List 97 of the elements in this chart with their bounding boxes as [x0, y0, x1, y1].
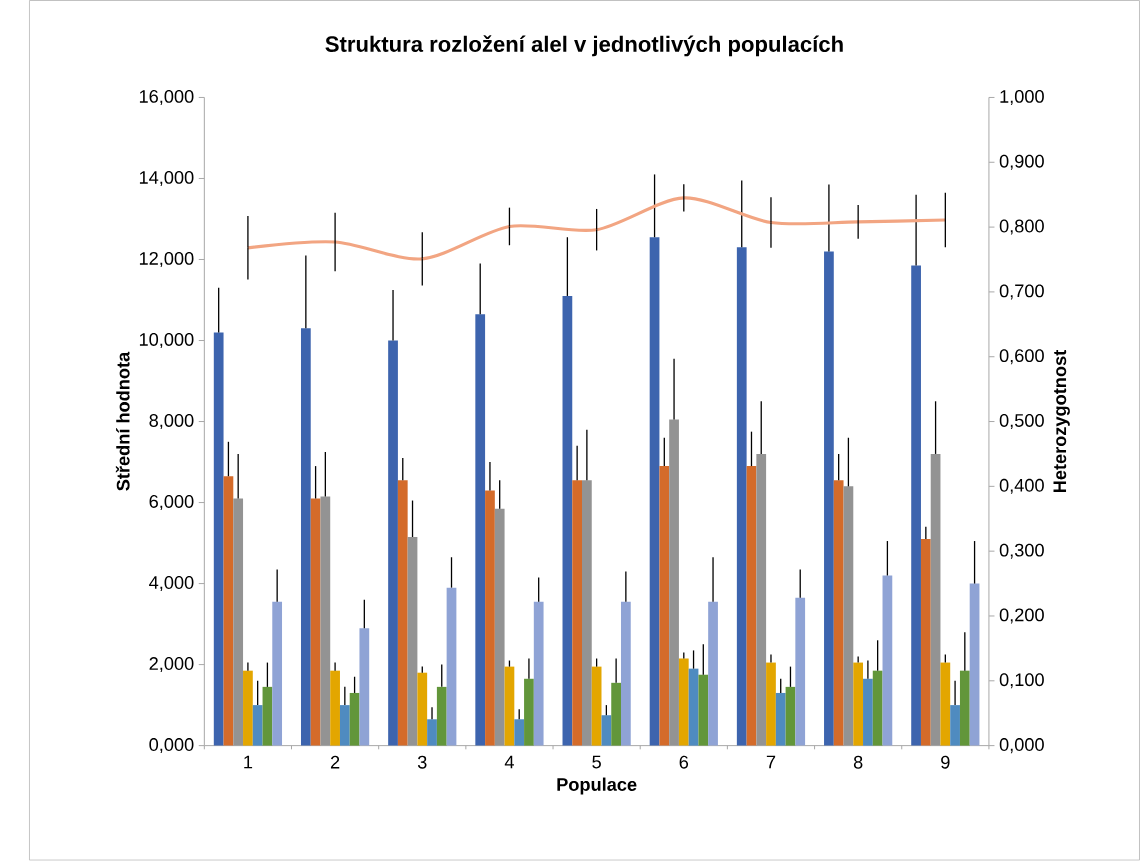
y-tick-label: 6,000	[149, 495, 194, 511]
bar	[407, 537, 418, 746]
y2-tick-label: 0,300	[999, 543, 1044, 559]
y-tick-label: 12,000	[139, 252, 194, 268]
bar	[243, 670, 253, 746]
x-tick-label: 4	[504, 755, 514, 769]
bar	[524, 678, 534, 746]
bar	[388, 340, 398, 746]
chart-title: Struktura rozložení alel v jednotlivých populacích	[325, 35, 843, 57]
bar	[950, 705, 960, 746]
bar	[252, 705, 263, 746]
bar	[969, 583, 980, 746]
bar	[882, 575, 893, 746]
bar	[427, 719, 437, 746]
bar	[659, 466, 670, 746]
y-tick-label: 8,000	[149, 414, 194, 430]
x-tick-label: 1	[244, 755, 253, 769]
bar	[601, 715, 612, 746]
bar	[611, 683, 621, 746]
y-tick-label: 16,000	[139, 90, 194, 106]
bar	[678, 658, 689, 746]
bar	[572, 480, 583, 746]
y-tick-label: 2,000	[149, 657, 194, 673]
bar	[649, 237, 660, 746]
bar	[485, 490, 495, 746]
y2-tick-label: 1,000	[1000, 90, 1044, 106]
bar	[824, 251, 834, 746]
bar	[795, 597, 806, 746]
y2-tick-label: 0,800	[999, 219, 1044, 235]
bar	[262, 687, 273, 746]
bar	[582, 480, 592, 746]
bar	[843, 486, 854, 746]
bar	[272, 601, 283, 746]
bar	[736, 247, 747, 746]
bar	[669, 419, 679, 746]
y2-tick-label: 0,200	[999, 608, 1044, 624]
bar	[320, 496, 331, 746]
bar	[436, 687, 447, 746]
bar	[330, 670, 340, 746]
bar	[620, 601, 631, 746]
y2-tick-label: 0,700	[999, 284, 1044, 300]
bar	[562, 296, 573, 746]
bar	[775, 693, 786, 746]
x-tick-label: 6	[679, 755, 689, 769]
bar	[417, 672, 428, 746]
bar	[494, 508, 505, 746]
bar	[591, 666, 602, 746]
y2-tick-label: 0,100	[999, 673, 1044, 689]
bar	[397, 480, 408, 746]
bar	[708, 601, 718, 746]
bar	[920, 539, 931, 746]
y2-tick-label: 0,600	[999, 349, 1044, 365]
y2-axis-title: Heterozygotnost	[1053, 350, 1070, 493]
bar	[853, 662, 864, 746]
bar	[213, 332, 224, 746]
x-tick-label: 3	[417, 755, 427, 769]
bar	[863, 678, 873, 746]
x-axis-title: Populace	[557, 777, 637, 795]
y-tick-label: 14,000	[139, 171, 194, 187]
y2-tick-label: 0,400	[999, 479, 1044, 495]
y-tick-label: 0,000	[149, 738, 194, 754]
y-tick-label: 10,000	[139, 333, 194, 349]
bar	[930, 454, 941, 746]
bar	[833, 480, 844, 746]
line-series	[246, 196, 947, 261]
bar	[339, 705, 350, 746]
bar	[300, 328, 311, 746]
bar	[698, 674, 709, 746]
x-tick-label: 5	[592, 755, 601, 769]
bar	[959, 670, 970, 746]
bar	[475, 314, 486, 746]
y2-tick-label: 0,000	[999, 738, 1044, 754]
bar	[785, 687, 796, 746]
x-tick-label: 9	[941, 755, 950, 769]
bar	[310, 498, 321, 746]
y2-tick-label: 0,500	[999, 414, 1044, 430]
bar	[514, 719, 525, 746]
bar	[911, 265, 921, 746]
bar	[359, 628, 370, 746]
bar	[746, 466, 757, 746]
x-tick-label: 8	[853, 755, 863, 769]
y-tick-label: 4,000	[149, 576, 194, 592]
bar	[223, 476, 234, 746]
bar	[688, 668, 699, 746]
bar	[533, 601, 544, 746]
x-tick-label: 2	[330, 755, 340, 769]
y-axis-title: Střední hodnota	[115, 351, 130, 491]
bar	[766, 662, 776, 746]
bar	[446, 587, 457, 746]
y2-tick-label: 0,900	[999, 154, 1044, 170]
bar	[940, 662, 951, 746]
x-tick-label: 7	[766, 755, 776, 769]
bar	[233, 498, 244, 746]
bar	[872, 670, 883, 746]
bar	[349, 693, 360, 746]
bar	[756, 454, 767, 746]
bar	[504, 666, 515, 746]
